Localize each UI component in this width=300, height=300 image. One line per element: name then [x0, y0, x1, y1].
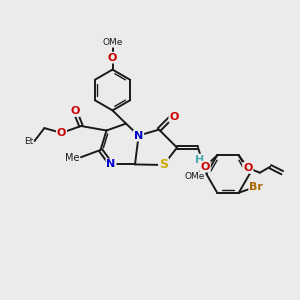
Text: O: O	[108, 52, 117, 63]
Text: Me: Me	[65, 153, 80, 163]
Text: O: O	[243, 163, 253, 173]
Text: O: O	[169, 112, 179, 122]
Text: N: N	[134, 130, 143, 141]
Text: OMe: OMe	[184, 172, 205, 181]
Text: N: N	[106, 159, 116, 170]
Text: O: O	[57, 128, 66, 138]
Text: O: O	[200, 162, 210, 172]
Text: O: O	[70, 106, 80, 116]
Text: S: S	[159, 158, 168, 172]
Text: Et: Et	[24, 136, 33, 146]
Text: OMe: OMe	[102, 38, 123, 47]
Text: H: H	[195, 154, 204, 165]
Text: Br: Br	[249, 182, 263, 192]
